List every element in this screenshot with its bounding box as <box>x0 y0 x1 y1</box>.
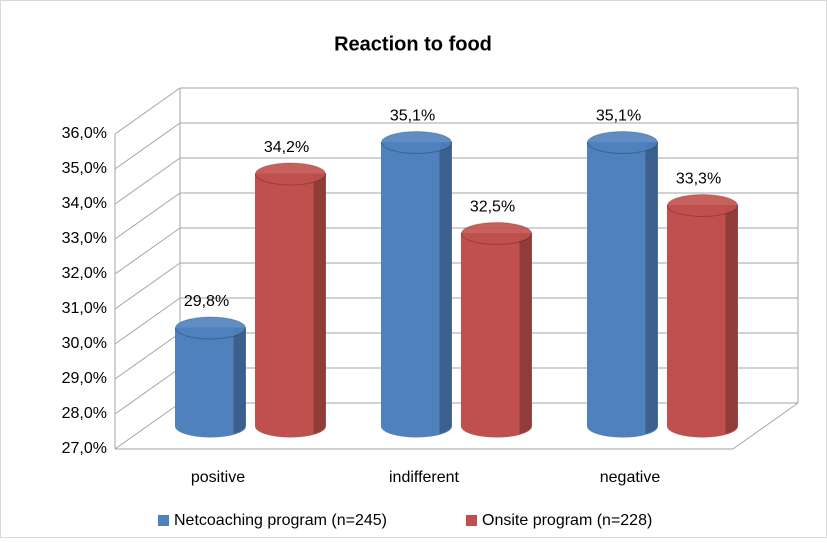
cylinder-top <box>255 162 326 186</box>
cylinder-body <box>381 142 452 438</box>
cylinder-shade <box>233 328 246 434</box>
x-tick-label: positive <box>191 469 245 486</box>
y-tick-label: 27,0% <box>62 440 107 457</box>
cylinder-shade <box>439 142 452 434</box>
value-label: 34,2% <box>264 139 309 156</box>
grid-line <box>114 87 181 135</box>
value-label: 35,1% <box>390 108 435 125</box>
value-label: 32,5% <box>470 199 515 216</box>
y-tick-label: 31,0% <box>62 300 107 317</box>
floor-edge <box>732 402 799 450</box>
cylinder-body <box>667 205 738 438</box>
cylinder-shade <box>725 205 738 434</box>
cylinder-body <box>461 233 532 438</box>
legend-label: Onsite program (n=228) <box>482 512 652 529</box>
grid-line <box>114 332 181 380</box>
y-tick-label: 33,0% <box>62 230 107 247</box>
grid-line <box>114 367 181 415</box>
grid-line <box>114 402 181 450</box>
grid-line <box>114 122 181 170</box>
value-label: 33,3% <box>676 171 721 188</box>
cylinder-body <box>587 142 658 438</box>
grid-line <box>114 297 181 345</box>
legend-swatch <box>466 515 477 526</box>
cylinder-top <box>175 316 246 340</box>
cylinder-top <box>587 131 658 154</box>
cylinder-shade <box>519 233 532 434</box>
y-tick-label: 29,0% <box>62 370 107 387</box>
cylinder-body <box>175 327 246 438</box>
cylinder-top <box>461 222 532 245</box>
legend-swatch <box>158 515 169 526</box>
y-tick-label: 36,0% <box>62 125 107 142</box>
grid-line <box>114 262 181 310</box>
x-tick-label: indifferent <box>389 469 460 486</box>
cylinder-top <box>381 131 452 154</box>
grid-line <box>114 227 181 275</box>
y-tick-label: 30,0% <box>62 335 107 352</box>
cylinder-top <box>667 194 738 217</box>
grid-line <box>114 157 181 205</box>
y-tick-label: 28,0% <box>62 405 107 422</box>
y-tick-label: 34,0% <box>62 195 107 212</box>
cylinder-shade <box>313 174 326 434</box>
value-label: 35,1% <box>596 108 641 125</box>
grid-line <box>114 192 181 240</box>
value-label: 29,8% <box>184 293 229 310</box>
cylinder-body <box>255 173 326 438</box>
y-tick-label: 35,0% <box>62 160 107 177</box>
legend-label: Netcoaching program (n=245) <box>174 512 387 529</box>
cylinder-shade <box>645 142 658 434</box>
chart-title: Reaction to food <box>334 33 492 55</box>
x-tick-label: negative <box>600 469 661 486</box>
y-tick-label: 32,0% <box>62 265 107 282</box>
